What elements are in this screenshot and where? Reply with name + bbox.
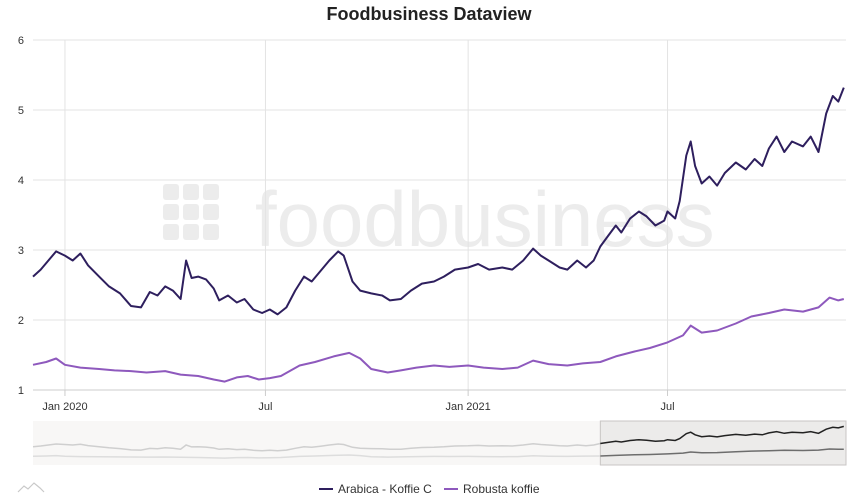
navigator-lines [32,425,844,459]
watermark-logo [163,184,219,240]
legend: Arabica - Koffie C Robusta koffie [319,482,540,496]
navigator-line-selected [600,425,844,445]
x-tick-label: Jan 2021 [446,401,491,413]
y-tick-label: 2 [18,315,24,327]
y-tick-label: 5 [18,105,24,117]
navigator-line-faded [32,442,601,452]
y-axis: 1 2 3 4 5 6 [18,35,24,397]
legend-item-robusta[interactable]: Robusta koffie [444,482,540,496]
y-tick-label: 4 [18,175,24,187]
legend-label-robusta: Robusta koffie [463,482,540,496]
legend-label-arabica: Arabica - Koffie C [338,482,432,496]
navigator-scroll-icon [17,482,45,493]
series-line-robusta[interactable] [32,296,845,383]
x-axis: Jan 2020 Jul Jan 2021 Jul [33,389,846,413]
y-tick-label: 6 [18,35,24,47]
legend-item-arabica[interactable]: Arabica - Koffie C [319,482,432,496]
y-tick-label: 1 [18,385,24,397]
range-navigator[interactable] [17,420,847,493]
x-tick-label: Jul [661,401,675,413]
navigator-line-selected [600,448,844,457]
watermark: foodbusiness [163,175,715,263]
x-tick-label: Jan 2020 [42,401,87,413]
watermark-text: foodbusiness [255,175,715,263]
x-tick-label: Jul [258,401,272,413]
series-line-arabica[interactable] [32,87,845,316]
navigator-selection[interactable] [599,420,847,466]
y-tick-label: 3 [18,245,24,257]
chart-title: Foodbusiness Dataview [326,4,532,24]
navigator-line-faded [32,454,601,459]
plot-area [32,87,845,383]
